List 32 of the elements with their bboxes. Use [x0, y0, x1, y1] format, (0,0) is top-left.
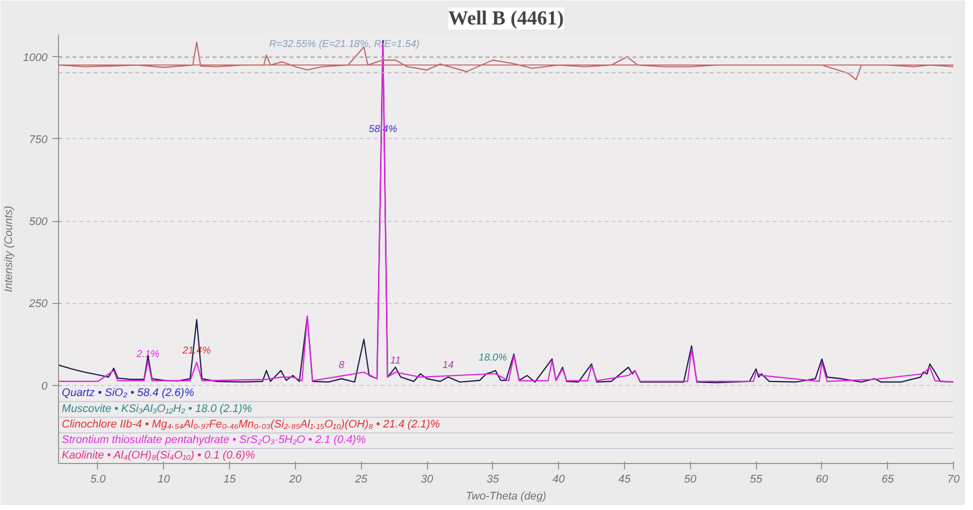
y-tick-label: 0 [41, 380, 48, 392]
annotation: 2.1% [136, 348, 160, 360]
annotation: 8 [338, 360, 345, 372]
x-tick-label: 55 [750, 474, 764, 486]
x-tick-label: 70 [947, 474, 960, 486]
annotation: Kaolinite • Al₄(OH)₈(Si₄O₁₀) • 0.1 (0.6)% [62, 450, 256, 462]
y-axis-title: Intensity (Counts) [3, 206, 16, 292]
annotation: 11 [390, 355, 401, 366]
x-tick-label: 30 [420, 474, 434, 486]
x-tick-label: 65 [882, 474, 895, 486]
x-tick-label: 35 [486, 474, 500, 486]
annotation: 18.0% [478, 352, 508, 364]
x-tick-label: 10 [158, 474, 171, 486]
x-tick-label: 40 [552, 474, 566, 486]
x-tick-label: 45 [618, 474, 632, 486]
annotation: 14 [442, 360, 454, 372]
y-tick-label: 1000 [23, 52, 48, 64]
chart-title: Well B (4461) [448, 8, 564, 30]
annotation: Clinochlore IIb-4 • Mg₄.₅₄Al₀.₉₇Fe₀.₄₆Mn₀.₀₃(Si₂.₈₅Al₁.₁₅O₁₀)(OH)₈ • 21.4 (2.1)% [62, 418, 440, 430]
annotation: Muscovite • KSi₃Al₃O₁₂H₂ • 18.0 (2.1)% [62, 402, 252, 415]
y-tick-label: 750 [29, 134, 48, 146]
x-tick-label: 60 [816, 474, 829, 486]
annotation: Quartz • SiO₂ • 58.4 (2.6)% [62, 387, 194, 400]
x-tick-label: 5.0 [90, 474, 107, 486]
annotation: Strontium thiosulfate pentahydrate • SrS₂O₃·5H₂O • 2.1 (0.4)% [62, 434, 366, 446]
x-axis-title: Two-Theta (deg) [466, 490, 547, 502]
x-tick-label: 20 [288, 474, 302, 486]
x-tick-label: 25 [354, 474, 368, 486]
x-tick-label: 50 [684, 474, 698, 486]
x-tick-label: 15 [223, 474, 237, 486]
y-tick-label: 250 [28, 298, 48, 310]
y-tick-label: 500 [29, 216, 48, 228]
